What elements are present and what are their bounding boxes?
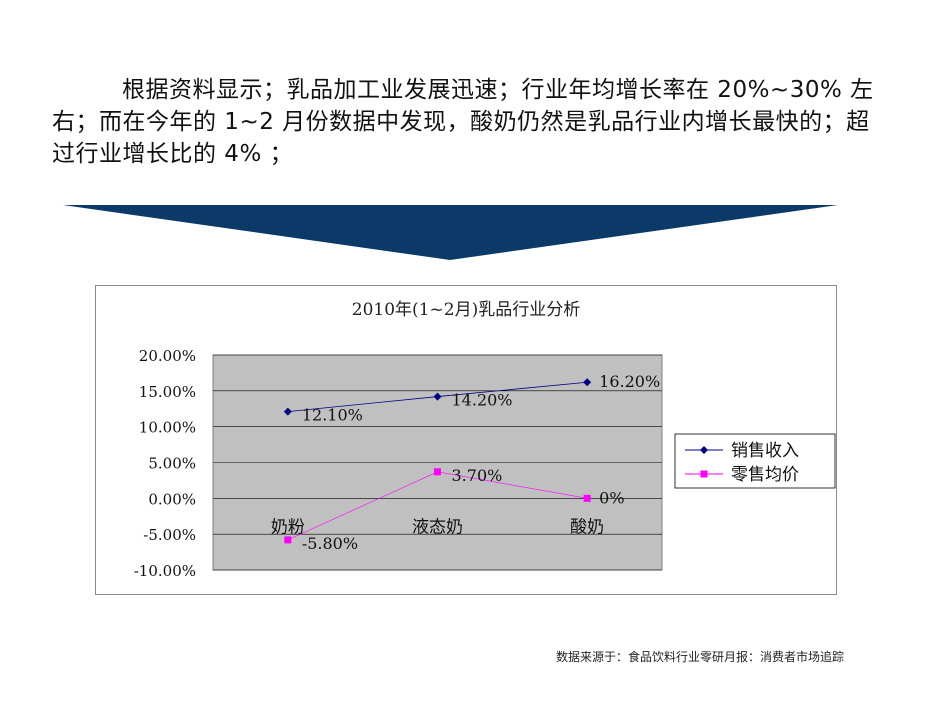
y-tick-label: -5.00%: [143, 526, 196, 544]
data-point-marker: [583, 494, 591, 502]
y-tick-label: 5.00%: [148, 455, 196, 473]
data-point-marker: [284, 536, 292, 544]
y-tick-label: 15.00%: [139, 383, 196, 401]
y-tick-label: 10.00%: [139, 419, 196, 437]
data-label: -5.80%: [302, 534, 358, 553]
data-label: 0%: [599, 488, 624, 507]
legend-marker: [700, 446, 708, 454]
data-label: 14.20%: [452, 391, 513, 410]
legend-label: 销售收入: [731, 441, 799, 461]
data-point-marker: [434, 468, 441, 476]
y-tick-label: 0.00%: [148, 490, 196, 508]
data-label: 3.70%: [452, 466, 503, 485]
data-label: 16.20%: [599, 372, 660, 391]
y-tick-label: -10.00%: [134, 562, 196, 580]
data-point-marker: [433, 392, 442, 401]
legend-marker: [700, 470, 708, 478]
legend-label: 零售均价: [731, 465, 799, 485]
x-category-label: 酸奶: [570, 517, 604, 537]
source-note: 数据来源于：食品饮料行业零研月报：消费者市场追踪: [555, 650, 844, 664]
x-category-label: 液态奶: [412, 517, 463, 537]
x-category-label: 奶粉: [271, 517, 305, 537]
y-tick-label: 20.00%: [139, 347, 196, 365]
chart-title: 2010年(1~2月)乳品行业分析: [352, 300, 580, 320]
chart-container: 2010年(1~2月)乳品行业分析 20.00% 15.00% 10.00% 5.00%…: [95, 285, 837, 595]
banner-triangle: [63, 205, 838, 260]
data-point-marker: [583, 378, 592, 387]
legend-box: [674, 433, 836, 489]
intro-paragraph: 根据资料显示；乳品加工业发展迅速；行业年均增长率在 20%~30% 左右；而在今…: [52, 77, 874, 167]
data-label: 12.10%: [302, 406, 363, 425]
chart-svg: 2010年(1~2月)乳品行业分析 20.00% 15.00% 10.00% 5.00%…: [134, 300, 836, 580]
data-point-marker: [283, 407, 292, 416]
